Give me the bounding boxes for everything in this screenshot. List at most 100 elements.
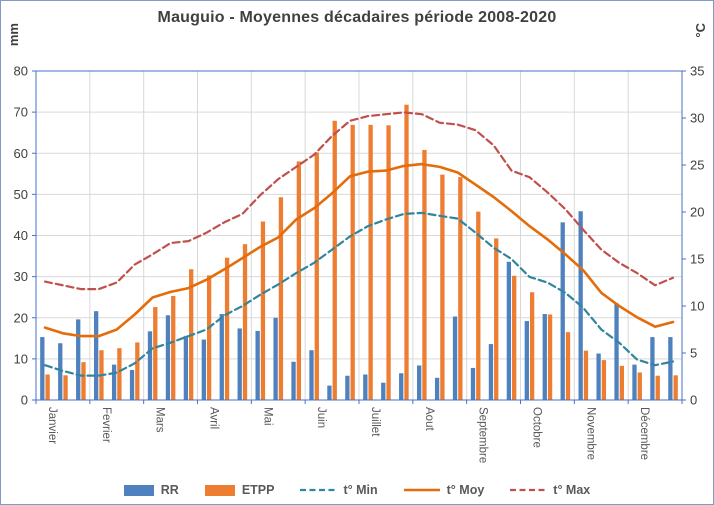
bar: [422, 149, 427, 400]
right-tick-label: 25: [690, 158, 704, 173]
bar: [183, 335, 189, 400]
left-tick-label: 60: [14, 146, 28, 161]
bar: [40, 337, 45, 400]
left-tick-label: 20: [14, 310, 28, 325]
bar: [206, 275, 212, 400]
rr-swatch-icon: [123, 484, 154, 496]
legend-item-tmax: t° Max: [510, 483, 590, 497]
bar: [273, 317, 278, 400]
bar: [668, 337, 673, 400]
bar: [76, 319, 81, 400]
bar: [309, 350, 314, 400]
legend-label-tmax: t° Max: [553, 483, 591, 497]
legend: RR ETPP t° Min t° Moy t° Max: [1, 483, 713, 497]
bar: [278, 197, 284, 400]
bar: [458, 177, 463, 400]
bar: [494, 238, 499, 400]
bar: [58, 343, 63, 400]
bar: [619, 365, 624, 400]
gridlines: [36, 70, 682, 400]
bar: [452, 316, 458, 400]
bar: [345, 375, 350, 400]
bar: [434, 377, 440, 400]
month-label: Janvier: [46, 407, 58, 444]
left-tick-label: 0: [21, 393, 28, 408]
bar: [314, 152, 319, 400]
month-label: Juillet: [369, 407, 381, 437]
chart-title: Mauguio - Moyennes décadaires période 20…: [157, 9, 557, 26]
bar: [512, 275, 517, 400]
plot-area: 0 10 20 30 40 50 60 70 80 0 5 10 15 20 25 30 35 Janvier Fe…: [14, 64, 705, 464]
left-axis-tick-labels: 0 10 20 30 40 50 60 70 80: [14, 64, 28, 408]
legend-item-etpp: ETPP: [204, 483, 275, 497]
legend-label-etpp: ETPP: [241, 483, 275, 497]
bar: [596, 353, 601, 400]
bar: [94, 311, 99, 400]
bar: [63, 375, 68, 400]
legend-label-rr: RR: [160, 483, 179, 497]
tmax-line-swatch-icon: [510, 488, 547, 492]
bar: [673, 375, 678, 400]
tmin-line-swatch-icon: [300, 488, 337, 492]
bar: [165, 315, 171, 400]
month-label: Octobre: [530, 407, 542, 448]
month-label: Novembre: [584, 407, 596, 460]
left-tick-label: 30: [14, 269, 28, 284]
bar: [529, 292, 535, 400]
left-tick-label: 80: [14, 64, 28, 79]
bar: [291, 361, 296, 400]
tmoy-line-swatch-icon: [403, 488, 440, 492]
bar: [332, 120, 337, 400]
right-tick-label: 35: [690, 64, 704, 79]
x-axis-labels: Janvier Fevrier Mars Avril Mai Juin Juillet Aou…: [46, 407, 650, 463]
bar: [111, 364, 117, 400]
line-t-moy: [43, 162, 675, 338]
legend-item-tmin: t° Min: [300, 483, 378, 497]
bar: [368, 124, 373, 400]
bar: [363, 374, 368, 400]
bar: [260, 221, 266, 400]
month-label: Décembre: [638, 407, 650, 460]
bar: [219, 314, 224, 400]
bar: [399, 373, 404, 400]
bar: [327, 385, 332, 400]
bar: [171, 295, 176, 400]
bar: [601, 360, 607, 400]
bar: [470, 367, 476, 400]
bar: [637, 372, 642, 400]
bar: [614, 303, 619, 400]
legend-label-tmoy: t° Moy: [446, 483, 485, 497]
right-tick-label: 30: [690, 111, 704, 126]
month-label: Septembre: [477, 407, 489, 463]
legend-item-rr: RR: [123, 483, 179, 497]
month-label: Mai: [261, 407, 273, 426]
bar: [632, 364, 637, 400]
bar: [381, 382, 386, 400]
bar: [583, 350, 589, 400]
bar: [201, 339, 206, 400]
month-label: Mars: [154, 407, 166, 433]
bar: [135, 342, 140, 400]
bars-etpp: [45, 104, 678, 400]
bar: [506, 261, 512, 400]
bar: [565, 332, 571, 400]
right-tick-label: 5: [690, 346, 697, 361]
bar: [655, 375, 660, 400]
bar: [404, 104, 409, 400]
bar: [237, 328, 242, 400]
bar: [542, 314, 547, 400]
month-label: Aout: [423, 407, 435, 431]
line-t-max: [43, 111, 675, 291]
bars-rr: [40, 211, 673, 400]
bar: [650, 337, 655, 400]
legend-label-tmin: t° Min: [343, 483, 378, 497]
bar: [81, 362, 86, 400]
right-tick-label: 0: [690, 393, 697, 408]
bar: [547, 314, 553, 400]
bar: [255, 330, 260, 400]
bar: [417, 365, 422, 400]
bar: [524, 321, 529, 400]
bar: [117, 348, 122, 400]
left-tick-label: 10: [14, 351, 28, 366]
